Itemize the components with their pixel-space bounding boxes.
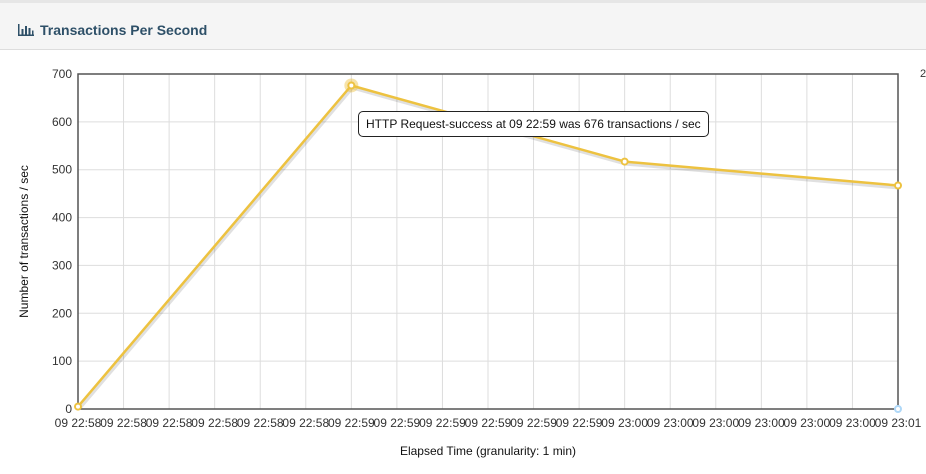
- data-point: [620, 157, 629, 166]
- plot-frame: [77, 73, 899, 410]
- y-tick-label: 700: [52, 67, 72, 81]
- x-tick-label: 09 23:01: [875, 416, 922, 430]
- x-tick-label: 09 22:59: [465, 416, 512, 430]
- x-tick-label: 09 23:00: [738, 416, 785, 430]
- x-tick-label: 09 22:59: [510, 416, 557, 430]
- x-tick-label: 09 22:59: [419, 416, 466, 430]
- x-tick-label: 09 23:00: [829, 416, 876, 430]
- x-tick-label: 09 22:59: [374, 416, 421, 430]
- x-tick-label: 09 22:59: [328, 416, 375, 430]
- data-point: [74, 402, 82, 411]
- x-tick-label: 09 23:00: [601, 416, 648, 430]
- y-tick-label: 100: [52, 354, 72, 368]
- x-tick-label: 09 22:58: [55, 416, 102, 430]
- data-point: [894, 405, 902, 413]
- x-tick-label: 09 22:58: [282, 416, 329, 430]
- x-tick-label: 09 23:00: [692, 416, 739, 430]
- y-axis-label: Number of transactions / sec: [17, 165, 31, 318]
- top-strip: [0, 0, 926, 3]
- panel-header: Transactions Per Second: [0, 3, 926, 50]
- y-tick-label: 0: [65, 402, 72, 416]
- x-tick-label: 09 22:58: [146, 416, 193, 430]
- y-tick-label: 400: [52, 211, 72, 225]
- clipped-edge-label: 2: [920, 68, 926, 80]
- x-axis-label: Elapsed Time (granularity: 1 min): [400, 444, 576, 458]
- y-tick-label: 300: [52, 258, 72, 272]
- x-tick-label: 09 22:59: [556, 416, 603, 430]
- x-tick-label: 09 22:58: [237, 416, 284, 430]
- y-tick-label: 200: [52, 306, 72, 320]
- data-tooltip: HTTP Request-success at 09 22:59 was 676…: [358, 111, 709, 137]
- panel-title-text: Transactions Per Second: [40, 22, 208, 38]
- x-tick-label: 09 22:58: [100, 416, 147, 430]
- bar-chart-icon: [18, 24, 34, 36]
- panel-title[interactable]: Transactions Per Second: [18, 22, 207, 38]
- x-tick-label: 09 23:00: [647, 416, 694, 430]
- y-tick-labels: 0 100 200 300 400 500 600 700: [52, 67, 72, 416]
- y-tick-label: 500: [52, 163, 72, 177]
- x-tick-label: 09 22:58: [191, 416, 238, 430]
- data-point: [347, 81, 356, 90]
- y-tick-label: 600: [52, 115, 72, 129]
- x-tick-label: 09 23:00: [784, 416, 831, 430]
- data-point: [894, 181, 902, 190]
